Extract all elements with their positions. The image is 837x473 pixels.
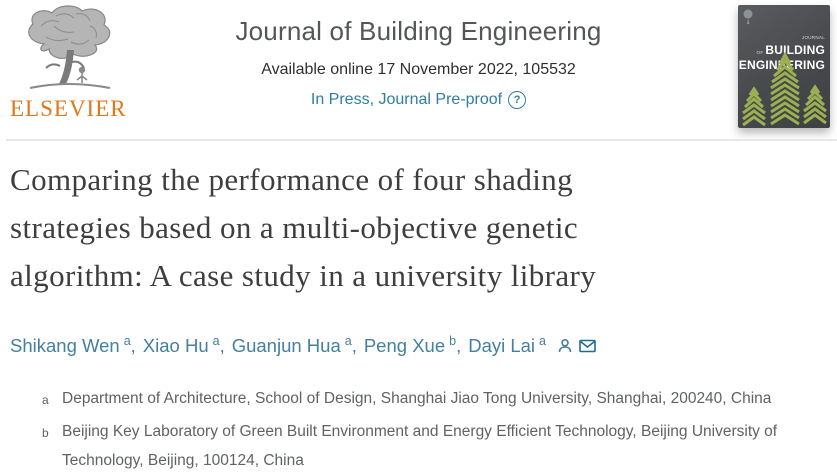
elsevier-tree-icon bbox=[27, 5, 110, 89]
journal-cover-thumbnail[interactable]: JOURNAL OF BUILDING ENGINEERING bbox=[738, 5, 830, 128]
cover-elsevier-mark-icon bbox=[743, 9, 753, 24]
header-divider bbox=[6, 139, 837, 141]
author-link[interactable]: Dayi Lai a bbox=[468, 334, 546, 357]
author-link[interactable]: Guanjun Hua a, bbox=[231, 334, 357, 357]
author-icons bbox=[557, 338, 596, 354]
help-question-icon[interactable]: ? bbox=[508, 91, 527, 109]
affiliation-a: a Department of Architecture, School of … bbox=[42, 384, 804, 413]
cover-journal-of: JOURNAL OF bbox=[756, 35, 825, 55]
inpress-status: In Press, Journal Pre-proof ? bbox=[140, 91, 697, 109]
journal-masthead: ELSEVIER Journal of Building Engineering… bbox=[0, 0, 837, 140]
article-title: Comparing the performance of four shadin… bbox=[10, 156, 800, 300]
affiliation-list: a Department of Architecture, School of … bbox=[42, 384, 804, 473]
article-title-line-2: strategies based on a multi-objective ge… bbox=[10, 210, 579, 245]
affiliation-b: b Beijing Key Laboratory of Green Built … bbox=[42, 417, 804, 473]
available-online-line: Available online 17 November 2022, 10553… bbox=[261, 61, 576, 78]
journal-title-link[interactable]: Journal of Building Engineering bbox=[235, 16, 602, 46]
author-link[interactable]: Shikang Wen a, bbox=[10, 334, 136, 357]
inpress-link[interactable]: In Press, Journal Pre-proof bbox=[310, 91, 503, 108]
author-list: Shikang Wen a, Xiao Hu a, Guanjun Hua a, Pe… bbox=[10, 334, 596, 357]
cover-chevron-trees-icon bbox=[742, 51, 827, 127]
author-link[interactable]: Xiao Hu a, bbox=[142, 334, 225, 357]
journal-info: Journal of Building Engineering Availabl… bbox=[140, 16, 697, 109]
article-title-line-3: algorithm: A case study in a university … bbox=[10, 258, 597, 293]
elsevier-wordmark: ELSEVIER bbox=[10, 96, 127, 121]
article-title-line-1: Comparing the performance of four shadin… bbox=[10, 162, 574, 197]
elsevier-logo[interactable]: ELSEVIER bbox=[10, 4, 127, 122]
author-link[interactable]: Peng Xue b, bbox=[363, 334, 462, 357]
affiliation-a-text: Department of Architecture, School of De… bbox=[62, 390, 772, 407]
affiliation-b-text: Beijing Key Laboratory of Green Built En… bbox=[62, 423, 778, 469]
cover-word-building: BUILDING bbox=[765, 43, 825, 57]
email-envelope-icon[interactable] bbox=[579, 339, 596, 353]
affiliation-a-marker: a bbox=[42, 393, 49, 407]
affiliation-b-marker: b bbox=[42, 426, 49, 440]
corresponding-author-person-icon[interactable] bbox=[557, 338, 573, 354]
